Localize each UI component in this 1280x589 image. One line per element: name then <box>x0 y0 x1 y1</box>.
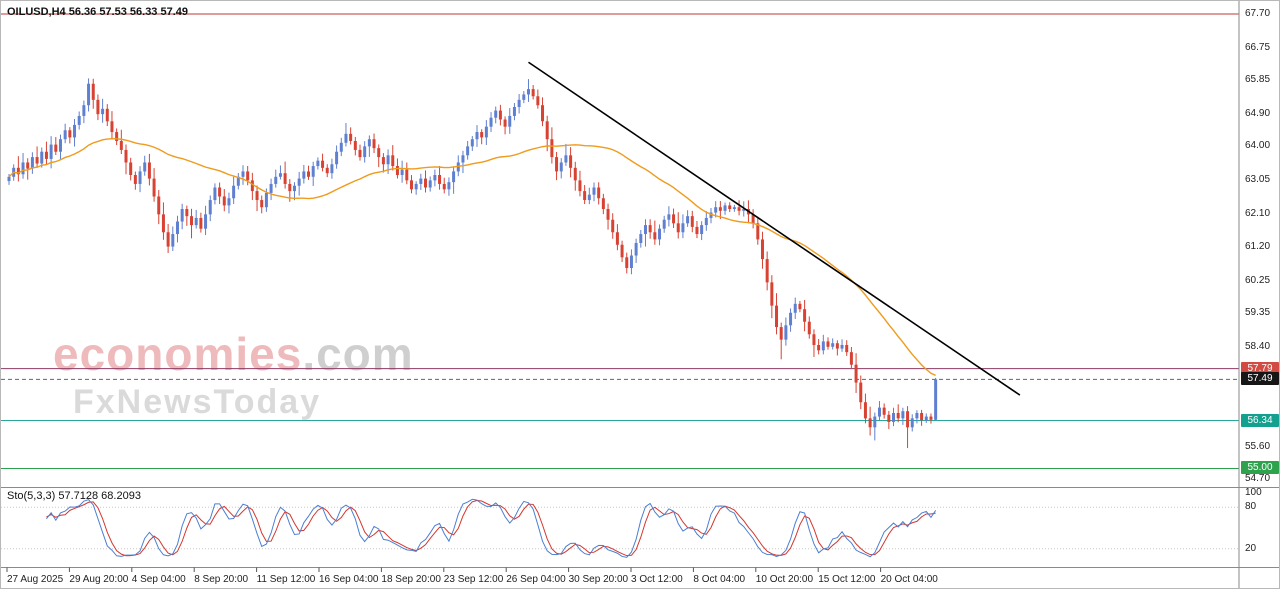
quote-line: OILUSD,H4 56.36 57.53 56.33 57.49 <box>7 6 189 18</box>
watermark-line1: economies.com <box>53 331 414 377</box>
watermark-line2: FxNewsToday <box>73 383 322 421</box>
watermark-tld: .com <box>302 328 414 380</box>
indicator-label: Sto(5,3,3) 57.7128 68.2093 <box>7 490 141 502</box>
stochastic-panel[interactable] <box>1 488 1239 567</box>
watermark-brand: economies <box>53 328 303 380</box>
watermark: economies.com FxNewsToday <box>53 331 414 419</box>
price-chart[interactable] <box>1 1 1239 487</box>
